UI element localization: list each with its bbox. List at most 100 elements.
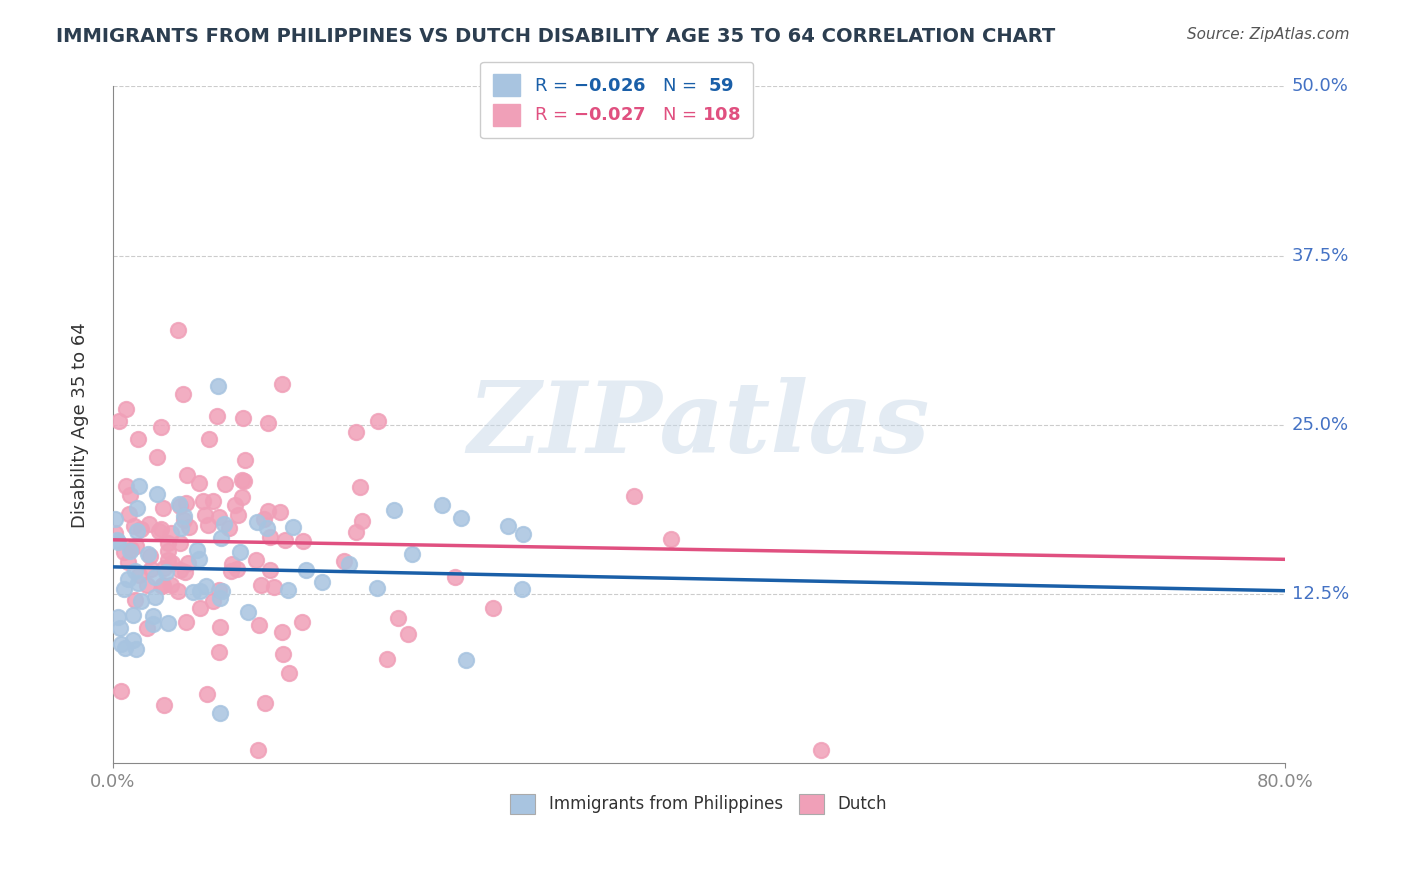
Point: [295, 563, 318, 577]
Y-axis label: Disability Age 35 to 64: Disability Age 35 to 64: [72, 322, 89, 528]
Point: [153, 561, 176, 575]
Point: [226, 508, 249, 522]
Point: [231, 490, 253, 504]
Point: [155, 565, 177, 579]
Point: [173, 513, 195, 527]
Point: [114, 402, 136, 417]
Point: [221, 564, 243, 578]
Point: [207, 645, 229, 659]
Point: [135, 622, 157, 636]
Point: [121, 607, 143, 622]
Point: [198, 432, 221, 446]
Point: [270, 376, 292, 391]
Point: [152, 578, 174, 592]
Point: [121, 633, 143, 648]
Point: [214, 477, 236, 491]
Point: [145, 486, 167, 500]
Point: [271, 647, 294, 661]
Point: [131, 523, 153, 537]
Point: [112, 582, 135, 596]
Point: [169, 563, 191, 577]
Point: [450, 510, 472, 524]
Point: [211, 583, 233, 598]
Point: [311, 575, 333, 590]
Point: [292, 534, 315, 549]
Point: [661, 532, 683, 546]
Point: [174, 565, 197, 579]
Point: [197, 518, 219, 533]
Point: [367, 414, 389, 428]
Point: [107, 610, 129, 624]
Point: [129, 594, 152, 608]
Point: [160, 556, 183, 570]
Point: [110, 637, 132, 651]
Point: [128, 479, 150, 493]
Point: [187, 552, 209, 566]
Point: [124, 593, 146, 607]
Point: [149, 420, 172, 434]
Point: [226, 562, 249, 576]
Point: [194, 578, 217, 592]
Point: [246, 742, 269, 756]
Point: [208, 706, 231, 720]
Point: [173, 508, 195, 523]
Point: [107, 414, 129, 428]
Point: [482, 600, 505, 615]
Point: [138, 517, 160, 532]
Point: [810, 742, 832, 756]
Point: [443, 570, 465, 584]
Point: [344, 425, 367, 439]
Point: [281, 520, 304, 534]
Point: [127, 576, 149, 591]
Point: [259, 529, 281, 543]
Point: [232, 411, 254, 425]
Point: [382, 503, 405, 517]
Point: [209, 531, 232, 545]
Point: [291, 615, 314, 630]
Point: [157, 535, 180, 549]
Point: [201, 493, 224, 508]
Point: [263, 580, 285, 594]
Point: [142, 616, 165, 631]
Point: [118, 488, 141, 502]
Text: 50.0%: 50.0%: [1292, 78, 1348, 95]
Point: [377, 652, 399, 666]
Point: [167, 323, 190, 337]
Point: [278, 666, 301, 681]
Point: [169, 536, 191, 550]
Point: [114, 641, 136, 656]
Point: [145, 590, 167, 604]
Point: [169, 500, 191, 514]
Text: 37.5%: 37.5%: [1292, 246, 1350, 265]
Point: [167, 497, 190, 511]
Point: [191, 493, 214, 508]
Point: [510, 582, 533, 596]
Point: [254, 696, 277, 710]
Point: [623, 489, 645, 503]
Point: [401, 547, 423, 561]
Point: [430, 498, 453, 512]
Text: Source: ZipAtlas.com: Source: ZipAtlas.com: [1187, 27, 1350, 42]
Point: [112, 544, 135, 558]
Point: [107, 535, 129, 549]
Point: [177, 519, 200, 533]
Point: [454, 653, 477, 667]
Point: [246, 515, 269, 529]
Point: [233, 475, 256, 489]
Point: [173, 387, 195, 401]
Point: [136, 547, 159, 561]
Point: [150, 579, 173, 593]
Point: [105, 533, 128, 547]
Point: [194, 508, 217, 523]
Point: [257, 416, 280, 430]
Point: [208, 583, 231, 598]
Point: [207, 379, 229, 393]
Point: [236, 606, 259, 620]
Point: [212, 516, 235, 531]
Point: [142, 609, 165, 624]
Point: [157, 553, 180, 567]
Point: [120, 542, 142, 557]
Point: [352, 514, 374, 528]
Point: [229, 545, 252, 559]
Point: [118, 507, 141, 521]
